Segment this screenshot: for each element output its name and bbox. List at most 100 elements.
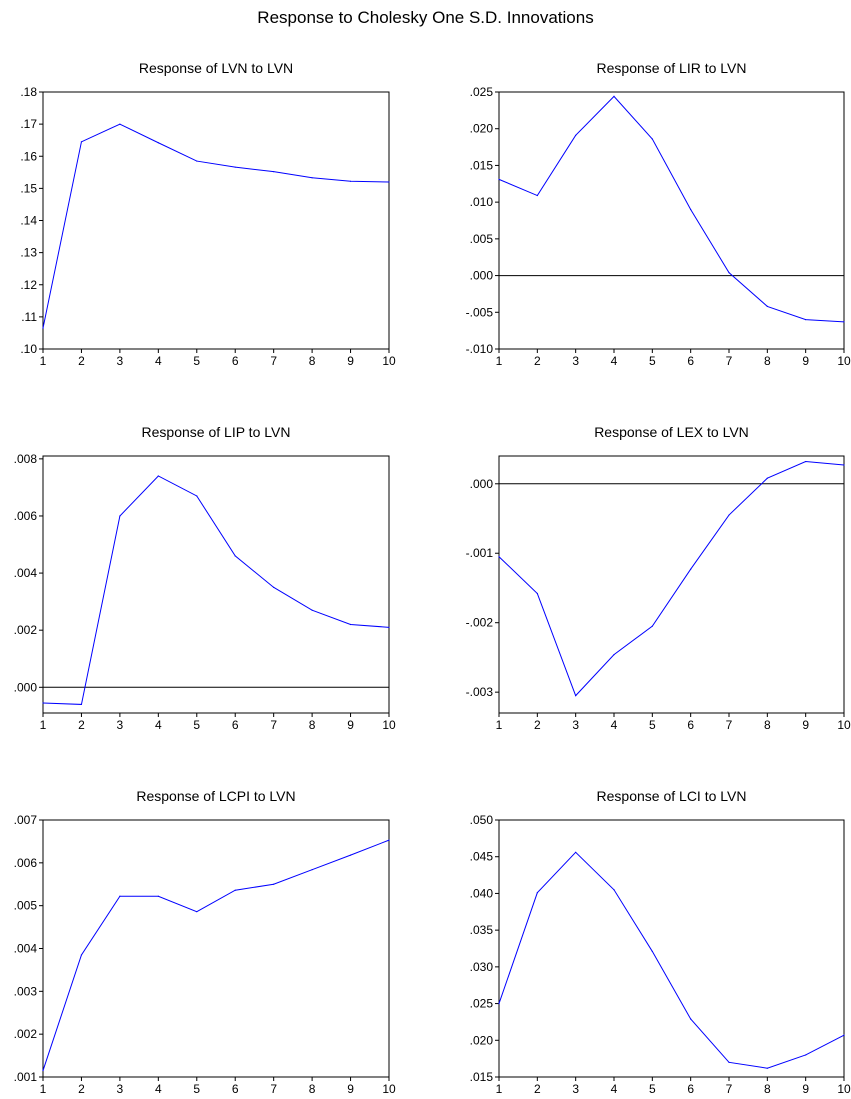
response-point [80, 954, 83, 956]
response-point [766, 477, 768, 479]
panel-title: Response of LIP to LVN [142, 424, 291, 440]
y-tick-label: -.003 [466, 685, 494, 699]
x-tick-label: 10 [837, 718, 851, 732]
response-point [349, 180, 352, 182]
response-point [311, 177, 313, 179]
x-tick-label: 2 [78, 354, 85, 368]
chart-panel-2: Response of LIR to LVN -.010 -.005 .000 .005… [466, 60, 851, 368]
response-line [42, 475, 390, 705]
y-tick-label: .18 [20, 85, 37, 99]
response-point [349, 623, 352, 626]
y-tick-label: .002 [14, 1027, 38, 1041]
response-point [234, 889, 236, 891]
response-point [311, 869, 313, 871]
y-tick-label: .030 [470, 960, 494, 974]
response-point [613, 95, 615, 98]
y-tick-label: .006 [14, 856, 38, 870]
x-tick-label: 7 [726, 1082, 733, 1096]
x-tick-label: 2 [534, 1082, 541, 1096]
x-tick-label: 5 [193, 354, 200, 368]
y-tick-label: .020 [470, 122, 494, 136]
x-tick-label: 2 [78, 718, 85, 732]
response-point [690, 568, 692, 570]
plot-frame [42, 819, 390, 1078]
x-tick-label: 6 [232, 354, 239, 368]
response-point [80, 141, 83, 143]
x-tick-label: 1 [40, 718, 47, 732]
response-point [234, 555, 236, 557]
response-point [536, 194, 538, 197]
x-tick-label: 3 [117, 718, 124, 732]
x-tick-label: 3 [572, 1082, 579, 1096]
response-point [349, 854, 352, 856]
panel-title: Response of LCI to LVN [597, 788, 747, 804]
x-tick-label: 2 [534, 354, 541, 368]
x-tick-label: 10 [382, 1082, 396, 1096]
x-tick-label: 2 [78, 1082, 85, 1096]
response-point [766, 1067, 768, 1069]
response-point [498, 1002, 500, 1005]
response-point [119, 515, 121, 517]
x-tick-label: 4 [155, 354, 162, 368]
chart-panel-5: Response of LCPI to LVN .001 .002 .003 .004.… [14, 788, 396, 1096]
x-tick-label: 8 [309, 718, 316, 732]
x-tick-label: 3 [572, 354, 579, 368]
y-tick-label: .015 [470, 158, 494, 172]
y-tick-label: .002 [14, 623, 38, 637]
x-tick-label: 8 [309, 354, 316, 368]
response-point [42, 1069, 44, 1072]
x-tick-label: 8 [764, 1082, 771, 1096]
x-tick-label: 5 [649, 1082, 656, 1096]
y-tick-label: -.005 [466, 305, 494, 319]
x-tick-label: 4 [611, 718, 618, 732]
response-line [42, 839, 390, 1071]
response-point [119, 123, 121, 125]
response-point [843, 321, 845, 323]
x-tick-label: 9 [347, 1082, 354, 1096]
x-tick-label: 8 [764, 354, 771, 368]
plot-frame [42, 455, 390, 714]
y-tick-label: -.010 [466, 342, 494, 356]
response-point [273, 883, 275, 885]
x-tick-label: 8 [309, 1082, 316, 1096]
response-point [575, 134, 577, 136]
x-tick-label: 6 [687, 1082, 694, 1096]
response-point [536, 892, 538, 894]
x-tick-label: 2 [534, 718, 541, 732]
y-tick-label: .025 [470, 997, 494, 1011]
response-point [196, 495, 198, 497]
response-point [42, 702, 44, 704]
response-point [536, 592, 538, 595]
x-tick-label: 5 [649, 718, 656, 732]
y-tick-label: .12 [20, 278, 37, 292]
y-tick-label: .17 [20, 117, 37, 131]
y-tick-label: .004 [14, 566, 38, 580]
y-tick-label: .15 [20, 181, 37, 195]
y-tick-label: .000 [470, 269, 494, 283]
response-point [498, 178, 500, 180]
response-point [766, 305, 768, 308]
y-tick-label: .003 [14, 984, 38, 998]
y-tick-label: .10 [20, 342, 37, 356]
chart-panel-4: Response of LEX to LVN -.003 -.002 -.001 .00… [466, 424, 851, 732]
x-tick-label: 4 [155, 718, 162, 732]
response-point [843, 464, 845, 466]
response-point [805, 1054, 807, 1056]
y-tick-label: .13 [20, 246, 37, 260]
response-point [728, 272, 730, 274]
x-tick-label: 4 [155, 1082, 162, 1096]
response-line [498, 95, 845, 323]
response-line [42, 123, 390, 329]
response-point [80, 703, 83, 706]
response-point [234, 166, 236, 168]
chart-panel-3: Response of LIP to LVN .000 .002 .004 .006 .0… [14, 424, 396, 732]
figure-title: Response to Cholesky One S.D. Innovation… [257, 8, 594, 27]
y-tick-label: -.002 [466, 616, 494, 630]
y-tick-label: .020 [470, 1033, 494, 1047]
x-tick-label: 9 [347, 354, 354, 368]
response-point [728, 1061, 730, 1063]
x-tick-label: 8 [764, 718, 771, 732]
response-point [196, 911, 198, 913]
x-tick-label: 9 [802, 354, 809, 368]
